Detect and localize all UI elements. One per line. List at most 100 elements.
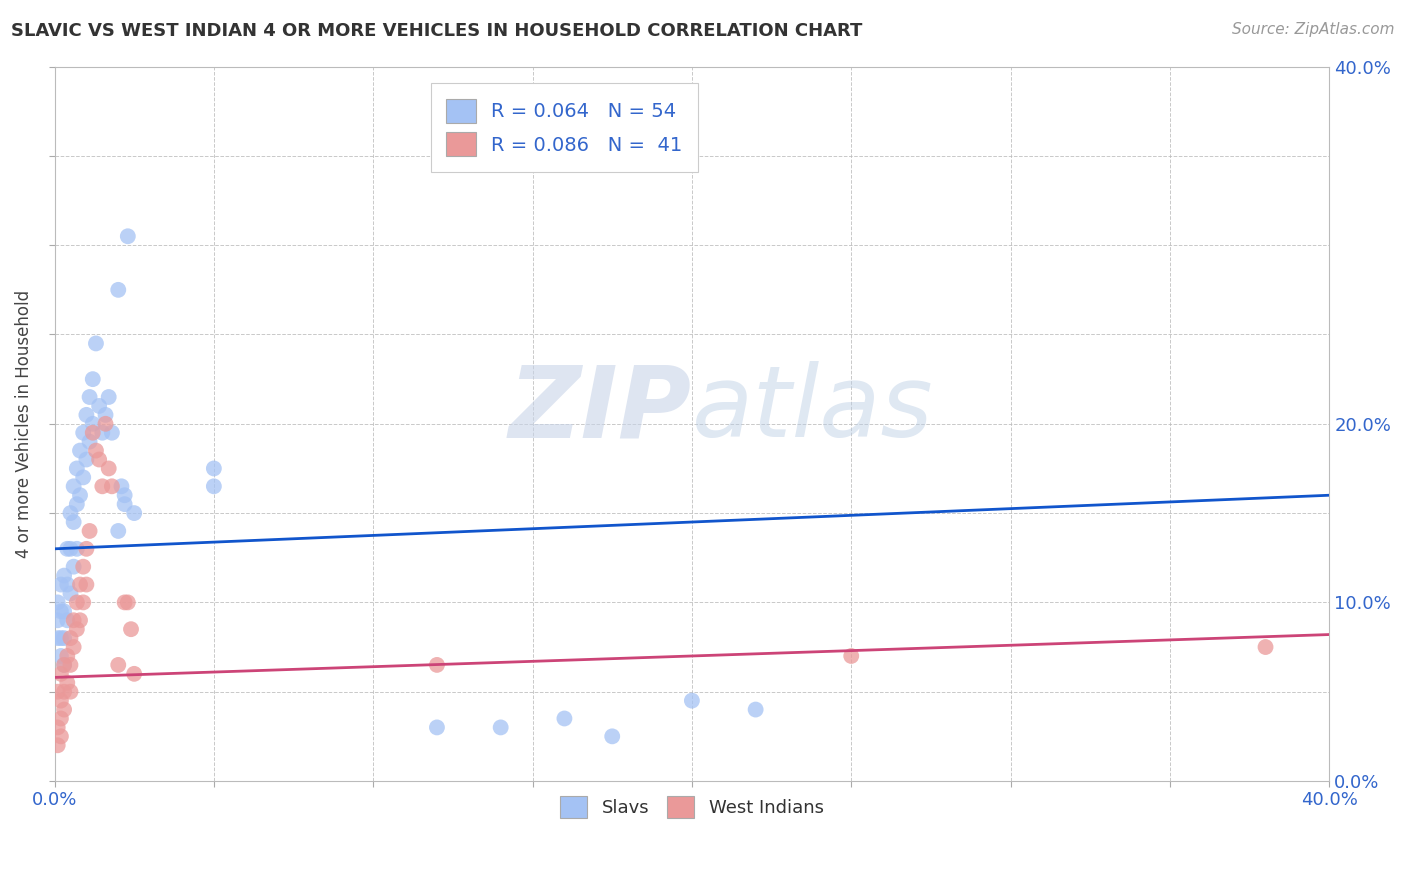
Point [62, 613, 84, 627]
Text: SLAVIC VS WEST INDIAN 4 OR MORE VEHICLES IN HOUSEHOLD CORRELATION CHART: SLAVIC VS WEST INDIAN 4 OR MORE VEHICLES… [11, 22, 863, 40]
Point [426, 720, 449, 734]
Point [75, 577, 97, 591]
Point [202, 461, 225, 475]
Point [107, 657, 129, 672]
Point [49, 666, 72, 681]
Point [600, 729, 623, 743]
Point [49, 729, 72, 743]
Point [62, 515, 84, 529]
Point [66, 622, 89, 636]
Point [66, 461, 89, 475]
Point [69, 488, 91, 502]
Point [110, 479, 132, 493]
Point [91, 479, 114, 493]
Point [79, 390, 101, 404]
Point [66, 595, 89, 609]
Point [91, 425, 114, 440]
Point [84, 443, 107, 458]
Text: ZIP: ZIP [509, 361, 692, 458]
Point [69, 613, 91, 627]
Point [114, 497, 136, 511]
Point [49, 648, 72, 663]
Point [82, 417, 104, 431]
Point [56, 648, 79, 663]
Point [59, 657, 82, 672]
Point [53, 657, 76, 672]
Point [120, 622, 142, 636]
Point [114, 595, 136, 609]
Point [82, 372, 104, 386]
Point [101, 479, 124, 493]
Text: atlas: atlas [692, 361, 934, 458]
Point [122, 506, 145, 520]
Point [53, 568, 76, 582]
Point [75, 541, 97, 556]
Point [89, 399, 111, 413]
Point [553, 711, 575, 725]
Point [59, 586, 82, 600]
Point [94, 408, 117, 422]
Y-axis label: 4 or more Vehicles in Household: 4 or more Vehicles in Household [15, 290, 32, 558]
Point [59, 631, 82, 645]
Point [89, 452, 111, 467]
Point [97, 461, 120, 475]
Point [56, 541, 79, 556]
Point [46, 631, 69, 645]
Point [49, 693, 72, 707]
Point [66, 541, 89, 556]
Point [53, 702, 76, 716]
Point [72, 425, 94, 440]
Point [117, 595, 139, 609]
Point [72, 470, 94, 484]
Point [681, 693, 703, 707]
Point [426, 657, 449, 672]
Point [46, 684, 69, 698]
Point [53, 684, 76, 698]
Point [62, 479, 84, 493]
Point [79, 524, 101, 538]
Point [46, 613, 69, 627]
Point [62, 640, 84, 654]
Point [72, 595, 94, 609]
Point [49, 631, 72, 645]
Point [46, 739, 69, 753]
Point [46, 595, 69, 609]
Point [107, 283, 129, 297]
Point [49, 711, 72, 725]
Point [75, 452, 97, 467]
Point [72, 559, 94, 574]
Point [59, 506, 82, 520]
Point [79, 434, 101, 449]
Point [839, 648, 862, 663]
Point [53, 604, 76, 618]
Point [53, 657, 76, 672]
Text: Source: ZipAtlas.com: Source: ZipAtlas.com [1232, 22, 1395, 37]
Point [1254, 640, 1277, 654]
Point [75, 408, 97, 422]
Point [46, 720, 69, 734]
Point [49, 577, 72, 591]
Point [122, 666, 145, 681]
Point [59, 541, 82, 556]
Point [56, 675, 79, 690]
Legend: Slavs, West Indians: Slavs, West Indians [553, 789, 831, 826]
Point [101, 425, 124, 440]
Point [62, 559, 84, 574]
Point [56, 613, 79, 627]
Point [49, 604, 72, 618]
Point [56, 577, 79, 591]
Point [107, 524, 129, 538]
Point [53, 631, 76, 645]
Point [82, 425, 104, 440]
Point [114, 488, 136, 502]
Point [202, 479, 225, 493]
Point [489, 720, 512, 734]
Point [117, 229, 139, 244]
Point [84, 336, 107, 351]
Point [69, 443, 91, 458]
Point [59, 684, 82, 698]
Point [66, 497, 89, 511]
Point [69, 577, 91, 591]
Point [744, 702, 766, 716]
Point [97, 390, 120, 404]
